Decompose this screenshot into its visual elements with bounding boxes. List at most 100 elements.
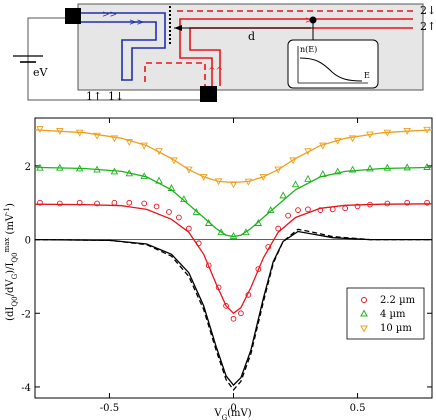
data-point	[342, 205, 349, 212]
data-point	[295, 207, 301, 213]
data-point	[56, 127, 64, 135]
legend-marker-2um	[361, 297, 367, 303]
data-point	[245, 291, 252, 298]
data-point	[110, 135, 119, 143]
data-point	[180, 195, 188, 203]
distance-arrow-head	[174, 25, 182, 31]
data-point	[141, 200, 148, 207]
data-point	[215, 284, 222, 291]
data-point	[238, 310, 244, 317]
x-axis-label: VG(mV)	[213, 408, 251, 420]
data-point	[333, 167, 342, 175]
series-line-3	[34, 230, 432, 387]
legend-label-4um: 4 µm	[380, 309, 406, 320]
data-point	[214, 178, 223, 186]
contact-left	[65, 8, 81, 24]
data-point	[223, 303, 229, 309]
series-line-0	[34, 203, 433, 315]
red-arrow-1: >	[305, 16, 313, 26]
data-point	[291, 180, 300, 188]
data-point	[423, 163, 431, 170]
data-point	[75, 164, 84, 172]
data-point	[229, 181, 238, 189]
data-point	[111, 199, 118, 206]
data-point	[304, 174, 312, 182]
data-point	[170, 157, 178, 165]
data-point	[265, 244, 272, 250]
series-line-1	[34, 166, 433, 238]
y-tick-label: -2	[21, 309, 31, 320]
data-point	[366, 164, 374, 172]
data-point	[36, 126, 44, 133]
data-point	[366, 131, 374, 139]
data-point	[140, 172, 148, 180]
blue-arrow-2: >>	[129, 18, 144, 28]
red-arrow-2: ^^	[208, 67, 223, 77]
data-point	[317, 207, 324, 213]
y-axis-label: (dIQ0/dVG)/IQ0max (mV-1)	[3, 203, 19, 321]
data-point	[333, 137, 342, 145]
data-point	[354, 203, 361, 210]
channel-label-1-down: 1↓	[108, 90, 124, 103]
x-tick-label: 0.5	[350, 403, 366, 414]
legend-box	[346, 287, 425, 340]
data-point	[140, 142, 148, 150]
data-point	[403, 127, 411, 135]
data-point	[319, 170, 327, 177]
data-point	[348, 135, 357, 143]
inset-xlabel: E	[364, 71, 370, 80]
data-point	[275, 225, 282, 232]
y-tick-label: 0	[25, 236, 31, 247]
red-edge-channel-dashed	[144, 10, 413, 86]
data-point	[259, 173, 268, 181]
plot: -0.5 0 0.5-4-202 (dIQ0/dVG)/IQ0max (mV-1) …	[3, 117, 433, 420]
data-point	[289, 157, 297, 165]
data-point	[155, 176, 163, 184]
data-point	[36, 163, 44, 171]
schematic: eV >> >> > ^^ d n(E) E 1↑ 1↓ 2↓ 2↑	[13, 3, 436, 103]
data-point	[176, 214, 182, 221]
channel-label-2-up: 2↑	[420, 20, 436, 33]
data-point	[56, 163, 64, 171]
data-point	[404, 199, 411, 206]
data-point	[93, 165, 101, 173]
data-point	[367, 201, 373, 208]
data-point	[217, 228, 225, 236]
data-point	[76, 199, 83, 206]
channel-label-1-up: 1↑	[86, 90, 102, 103]
data-point	[274, 166, 282, 174]
data-point	[255, 266, 262, 272]
data-point	[75, 129, 84, 137]
data-point	[279, 191, 287, 199]
series-line-4	[34, 228, 432, 391]
data-point	[266, 206, 275, 214]
contact-bottom	[200, 86, 217, 102]
data-point	[383, 163, 392, 171]
data-point	[199, 173, 208, 181]
data-point	[185, 225, 192, 232]
data-point	[93, 132, 101, 140]
inset-curve	[299, 57, 363, 82]
plot-curves	[34, 126, 433, 391]
data-point	[205, 262, 212, 269]
x-tick-label: 0	[230, 403, 236, 414]
data-point	[126, 199, 133, 206]
data-point	[110, 167, 119, 175]
data-point	[384, 200, 391, 207]
data-point	[244, 178, 253, 186]
data-point	[153, 203, 160, 210]
legend-marker-4um	[360, 309, 368, 317]
legend-marker-10um	[360, 325, 368, 333]
data-point	[242, 228, 250, 236]
series-line-2	[34, 129, 433, 184]
x-tick-label: -0.5	[100, 403, 119, 414]
inset-ylabel: n(E)	[300, 45, 317, 54]
legend-label-2um: 2.2 µm	[380, 295, 416, 306]
data-point	[56, 200, 63, 207]
data-point	[424, 199, 430, 206]
y-tick-label: 2	[25, 162, 31, 173]
plot-frame	[34, 117, 433, 399]
data-point	[348, 165, 357, 173]
data-point	[304, 148, 312, 156]
data-point	[192, 208, 201, 215]
